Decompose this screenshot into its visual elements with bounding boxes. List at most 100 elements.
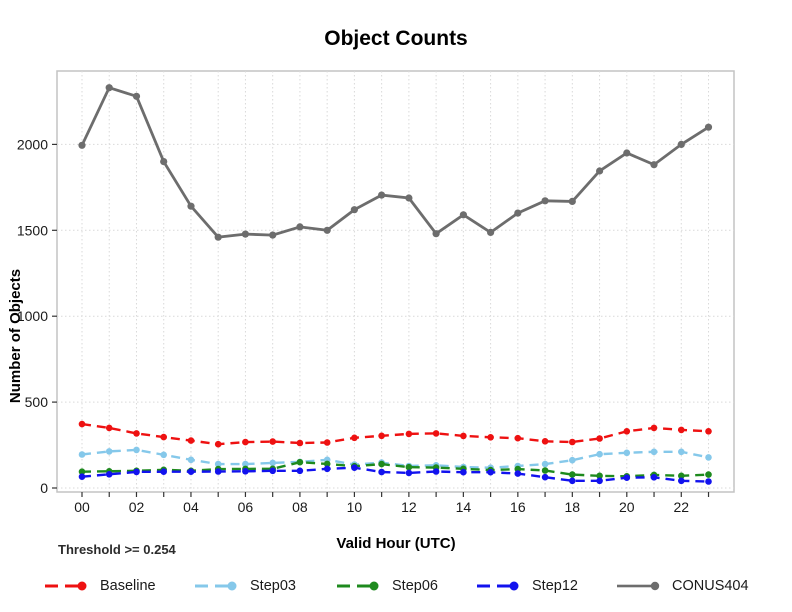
series-point-step03 [78,451,86,458]
series-point-step12 [678,477,685,485]
series-point-step06 [378,460,385,468]
legend-label: Step03 [250,578,296,594]
x-tick-label: 22 [673,499,689,515]
series-line-step03 [81,448,709,469]
x-tick-label: 08 [292,499,308,515]
series-point-step12 [487,468,494,476]
plot-area: 00 02 04 06 08 10 12 14 16 18 20 22 0 500 1000 1500 2000 [17,70,735,515]
series-point-baseline [160,433,167,441]
legend-label: Baseline [100,578,156,594]
series-point-step03 [569,456,576,464]
legend-item-step06: Step06 [337,576,438,596]
series-point-baseline [460,432,467,440]
legend-marker-dashed [477,581,519,591]
series-point-conus404 [350,206,358,214]
series-point-step12 [269,467,277,475]
series-point-step06 [596,472,603,480]
series-point-step12 [78,473,86,481]
series-point-conus404 [296,223,304,231]
legend-item-baseline: Baseline [45,576,156,596]
series-point-step03 [105,448,113,455]
x-axis-title: Valid Hour (UTC) [336,535,455,552]
series-point-baseline [296,439,304,447]
series-point-conus404 [677,140,685,148]
series-point-baseline [214,440,222,448]
series-point-step12 [541,473,549,481]
legend-marker-solid [617,581,660,591]
series-point-step12 [623,474,631,482]
legend: Baseline Step03 Step06 Step12 CONUS404 [0,576,792,600]
legend-marker-dashed [337,581,379,591]
legend-item-conus404: CONUS404 [617,576,749,596]
series-point-step03 [596,450,603,458]
x-tick-label: 10 [347,499,363,515]
legend-label: CONUS404 [672,578,749,594]
series-point-step06 [678,472,685,480]
series-point-step03 [623,449,631,457]
plot-panel [56,70,735,493]
series-point-step03 [269,459,277,467]
series-point-baseline [133,430,140,437]
series-point-step12 [405,469,413,477]
x-tick-label: 18 [565,499,581,515]
series-point-step06 [569,471,576,478]
series-point-conus404 [378,191,386,199]
threshold-label: Threshold >= 0.254 [58,542,177,557]
series-point-step12 [705,478,712,485]
series-line-baseline [81,422,709,446]
series-point-conus404 [487,228,495,236]
series-point-step03 [187,456,195,464]
series-point-conus404 [78,141,86,149]
series-point-baseline [541,438,549,445]
series-point-step03 [160,451,167,459]
series-point-conus404 [704,123,713,131]
chart-title: Object Counts [324,27,468,50]
series-point-step12 [650,474,658,481]
series-point-step03 [678,448,685,456]
x-tick-label: 14 [456,499,472,515]
series-point-conus404 [623,149,631,157]
series-point-step03 [242,460,249,468]
series-point-conus404 [323,226,331,234]
series-point-baseline [650,424,658,432]
series-point-step12 [323,465,331,473]
series-point-baseline [405,430,413,438]
legend-item-step03: Step03 [195,576,296,596]
series-point-step03 [214,460,222,468]
series-point-baseline [105,424,113,432]
x-tick-label: 00 [74,499,90,515]
series-point-baseline [569,438,576,446]
x-tick-label: 20 [619,499,635,515]
series-point-baseline [378,432,385,440]
y-tick-label: 1000 [17,308,48,324]
series-point-step12 [596,477,603,485]
series-point-step12 [242,468,249,475]
y-axis-title: Number of Objects [7,269,24,403]
series-point-baseline [351,434,358,442]
series-point-conus404 [269,231,277,239]
series-point-step03 [541,460,549,468]
series-point-conus404 [405,194,413,202]
series-point-step12 [432,468,440,475]
series-point-conus404 [187,202,195,210]
series-point-step12 [105,471,113,478]
series-point-step12 [214,468,222,475]
x-tick-label: 06 [238,499,254,515]
y-tick-label: 0 [40,480,48,496]
series-point-step06 [323,460,331,468]
series-point-conus404 [105,84,113,92]
series-point-step12 [514,470,522,477]
series-point-step06 [78,468,86,476]
series-point-baseline [705,428,712,435]
series-point-conus404 [514,209,522,217]
series-point-baseline [596,435,603,442]
series-point-step12 [160,468,167,476]
series-point-baseline [487,434,494,441]
series-point-conus404 [459,211,467,219]
series-point-baseline [678,426,685,434]
x-tick-label: 12 [401,499,417,515]
series-point-step03 [650,448,658,456]
y-tick-label: 500 [25,394,49,410]
series-point-step06 [296,458,304,466]
series-point-conus404 [596,167,604,175]
